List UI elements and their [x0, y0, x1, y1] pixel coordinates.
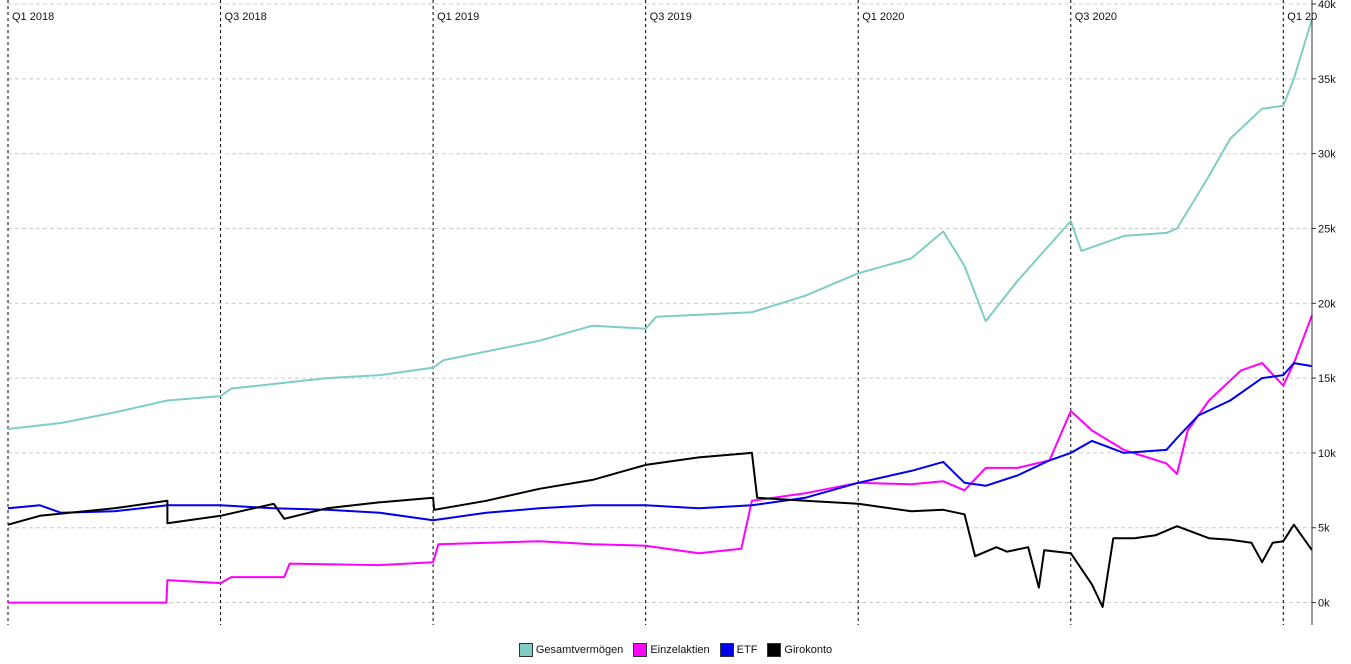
- legend-swatch-etf: [719, 643, 734, 657]
- legend-swatch-einzelaktien: [633, 643, 648, 657]
- y-tick-label: 0k: [1318, 598, 1330, 610]
- x-axis: Q1 2018 Q3 2018 Q1 2019 Q3 2019 Q1 2020 Q3 20…: [12, 11, 1317, 23]
- series-line-2: [7, 362, 1313, 522]
- x-tick-label: Q3 2019: [650, 11, 692, 23]
- y-tick-label: 25k: [1318, 223, 1336, 235]
- x-tick-label: Q1 2018: [12, 11, 54, 23]
- series-line-0: [7, 18, 1313, 430]
- legend-item-girokonto[interactable]: Girokonto: [767, 643, 832, 657]
- series-line-3: [7, 451, 1313, 608]
- x-tick-label: Q1 20: [1287, 11, 1317, 23]
- series-lines: [7, 18, 1313, 608]
- y-tick-label: 35k: [1318, 74, 1336, 86]
- legend-item-etf[interactable]: ETF: [719, 643, 758, 657]
- y-tick-label: 20k: [1318, 298, 1336, 310]
- legend-label-girokonto: Girokonto: [784, 644, 833, 656]
- y-tick-label: 5k: [1318, 523, 1330, 535]
- line-chart: 0k 5k 10k 15k 20k 25k 30k 35k 40k Q1 2018 Q3 2018…: [7, 0, 1336, 625]
- legend: Gesamtvermögen Einzelaktien ETF Girokont…: [0, 638, 1351, 662]
- series-line-1: [8, 314, 1313, 604]
- legend-swatch-gesamtvermoegen: [518, 643, 533, 657]
- legend-label-gesamtvermoegen: Gesamtvermögen: [535, 644, 624, 656]
- x-tick-label: Q1 2019: [437, 11, 479, 23]
- x-gridlines: [7, 0, 1284, 625]
- y-tick-label: 10k: [1318, 448, 1336, 460]
- y-tick-label: 30k: [1318, 149, 1336, 161]
- legend-item-gesamtvermoegen[interactable]: Gesamtvermögen: [518, 643, 624, 657]
- legend-item-einzelaktien[interactable]: Einzelaktien: [633, 643, 710, 657]
- x-tick-label: Q3 2018: [225, 11, 267, 23]
- legend-label-einzelaktien: Einzelaktien: [650, 644, 710, 656]
- x-tick-label: Q3 2020: [1075, 11, 1117, 23]
- legend-swatch-girokonto: [767, 643, 782, 657]
- legend-label-etf: ETF: [736, 644, 758, 656]
- y-tick-label: 40k: [1318, 0, 1336, 11]
- y-tick-label: 15k: [1318, 373, 1336, 385]
- y-gridlines: [8, 3, 1312, 604]
- y-axis: 0k 5k 10k 15k 20k 25k 30k 35k 40k: [1312, 0, 1336, 610]
- x-tick-label: Q1 2020: [862, 11, 904, 23]
